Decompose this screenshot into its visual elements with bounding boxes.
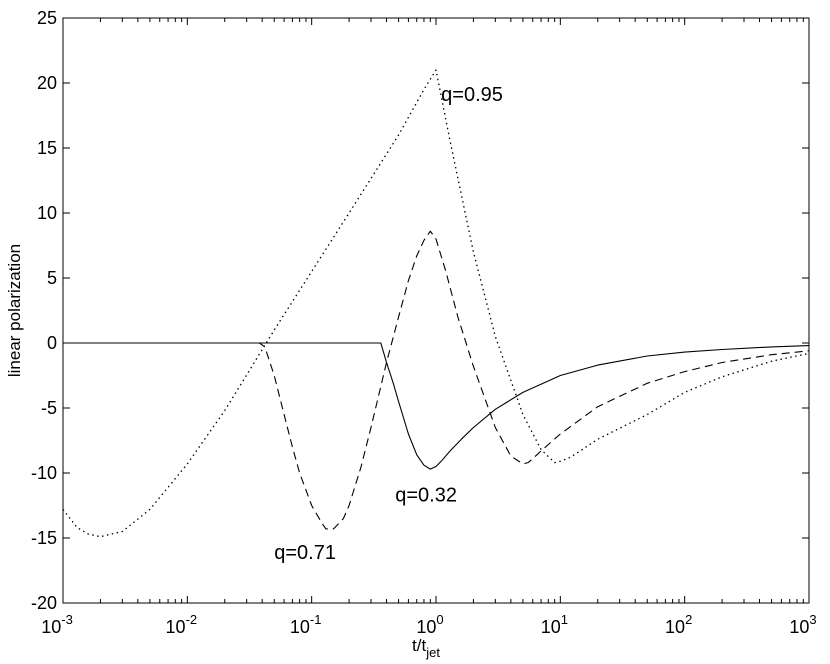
y-tick-label: 15 <box>37 138 57 158</box>
series-line-solid <box>63 342 810 470</box>
x-axis-label-sub: jet <box>425 645 440 660</box>
x-tick-label: 103 <box>789 612 816 637</box>
x-tick-label: 10-3 <box>41 612 73 637</box>
x-tick-label: 10-2 <box>166 612 198 637</box>
y-tick-label: 10 <box>37 203 57 223</box>
curve-annotation: q=0.95 <box>441 84 503 106</box>
plot-frame <box>62 17 810 604</box>
x-tick-label: 101 <box>541 612 568 637</box>
series-line-dashed <box>63 230 810 530</box>
y-tick-label: 0 <box>47 333 57 353</box>
series-layer <box>62 69 810 538</box>
x-tick-label: 102 <box>665 612 692 637</box>
curve-annotation: q=0.71 <box>274 542 336 564</box>
tick-layer: -20 -15 -10 -5 0 5 10 15 20 25 10-3 10-2 10-1 100 101 1… <box>31 8 817 637</box>
annotation-layer: q=0.95 q=0.32 q=0.71 <box>274 84 503 564</box>
y-tick-label: 25 <box>37 8 57 28</box>
x-axis-label-main: t/t <box>412 636 426 655</box>
y-tick-label: -15 <box>31 528 57 548</box>
y-tick-label: -10 <box>31 463 57 483</box>
y-axis-label: linear polarization <box>5 244 24 377</box>
x-axis-label: t/tjet <box>412 636 440 660</box>
y-tick-label: -20 <box>31 593 57 613</box>
curve-annotation: q=0.32 <box>395 485 457 507</box>
y-tick-label: -5 <box>41 398 57 418</box>
x-tick-label: 100 <box>416 612 443 637</box>
x-tick-label: 10-1 <box>290 612 322 637</box>
y-tick-label: 20 <box>37 73 57 93</box>
y-tick-label: 5 <box>47 268 57 288</box>
